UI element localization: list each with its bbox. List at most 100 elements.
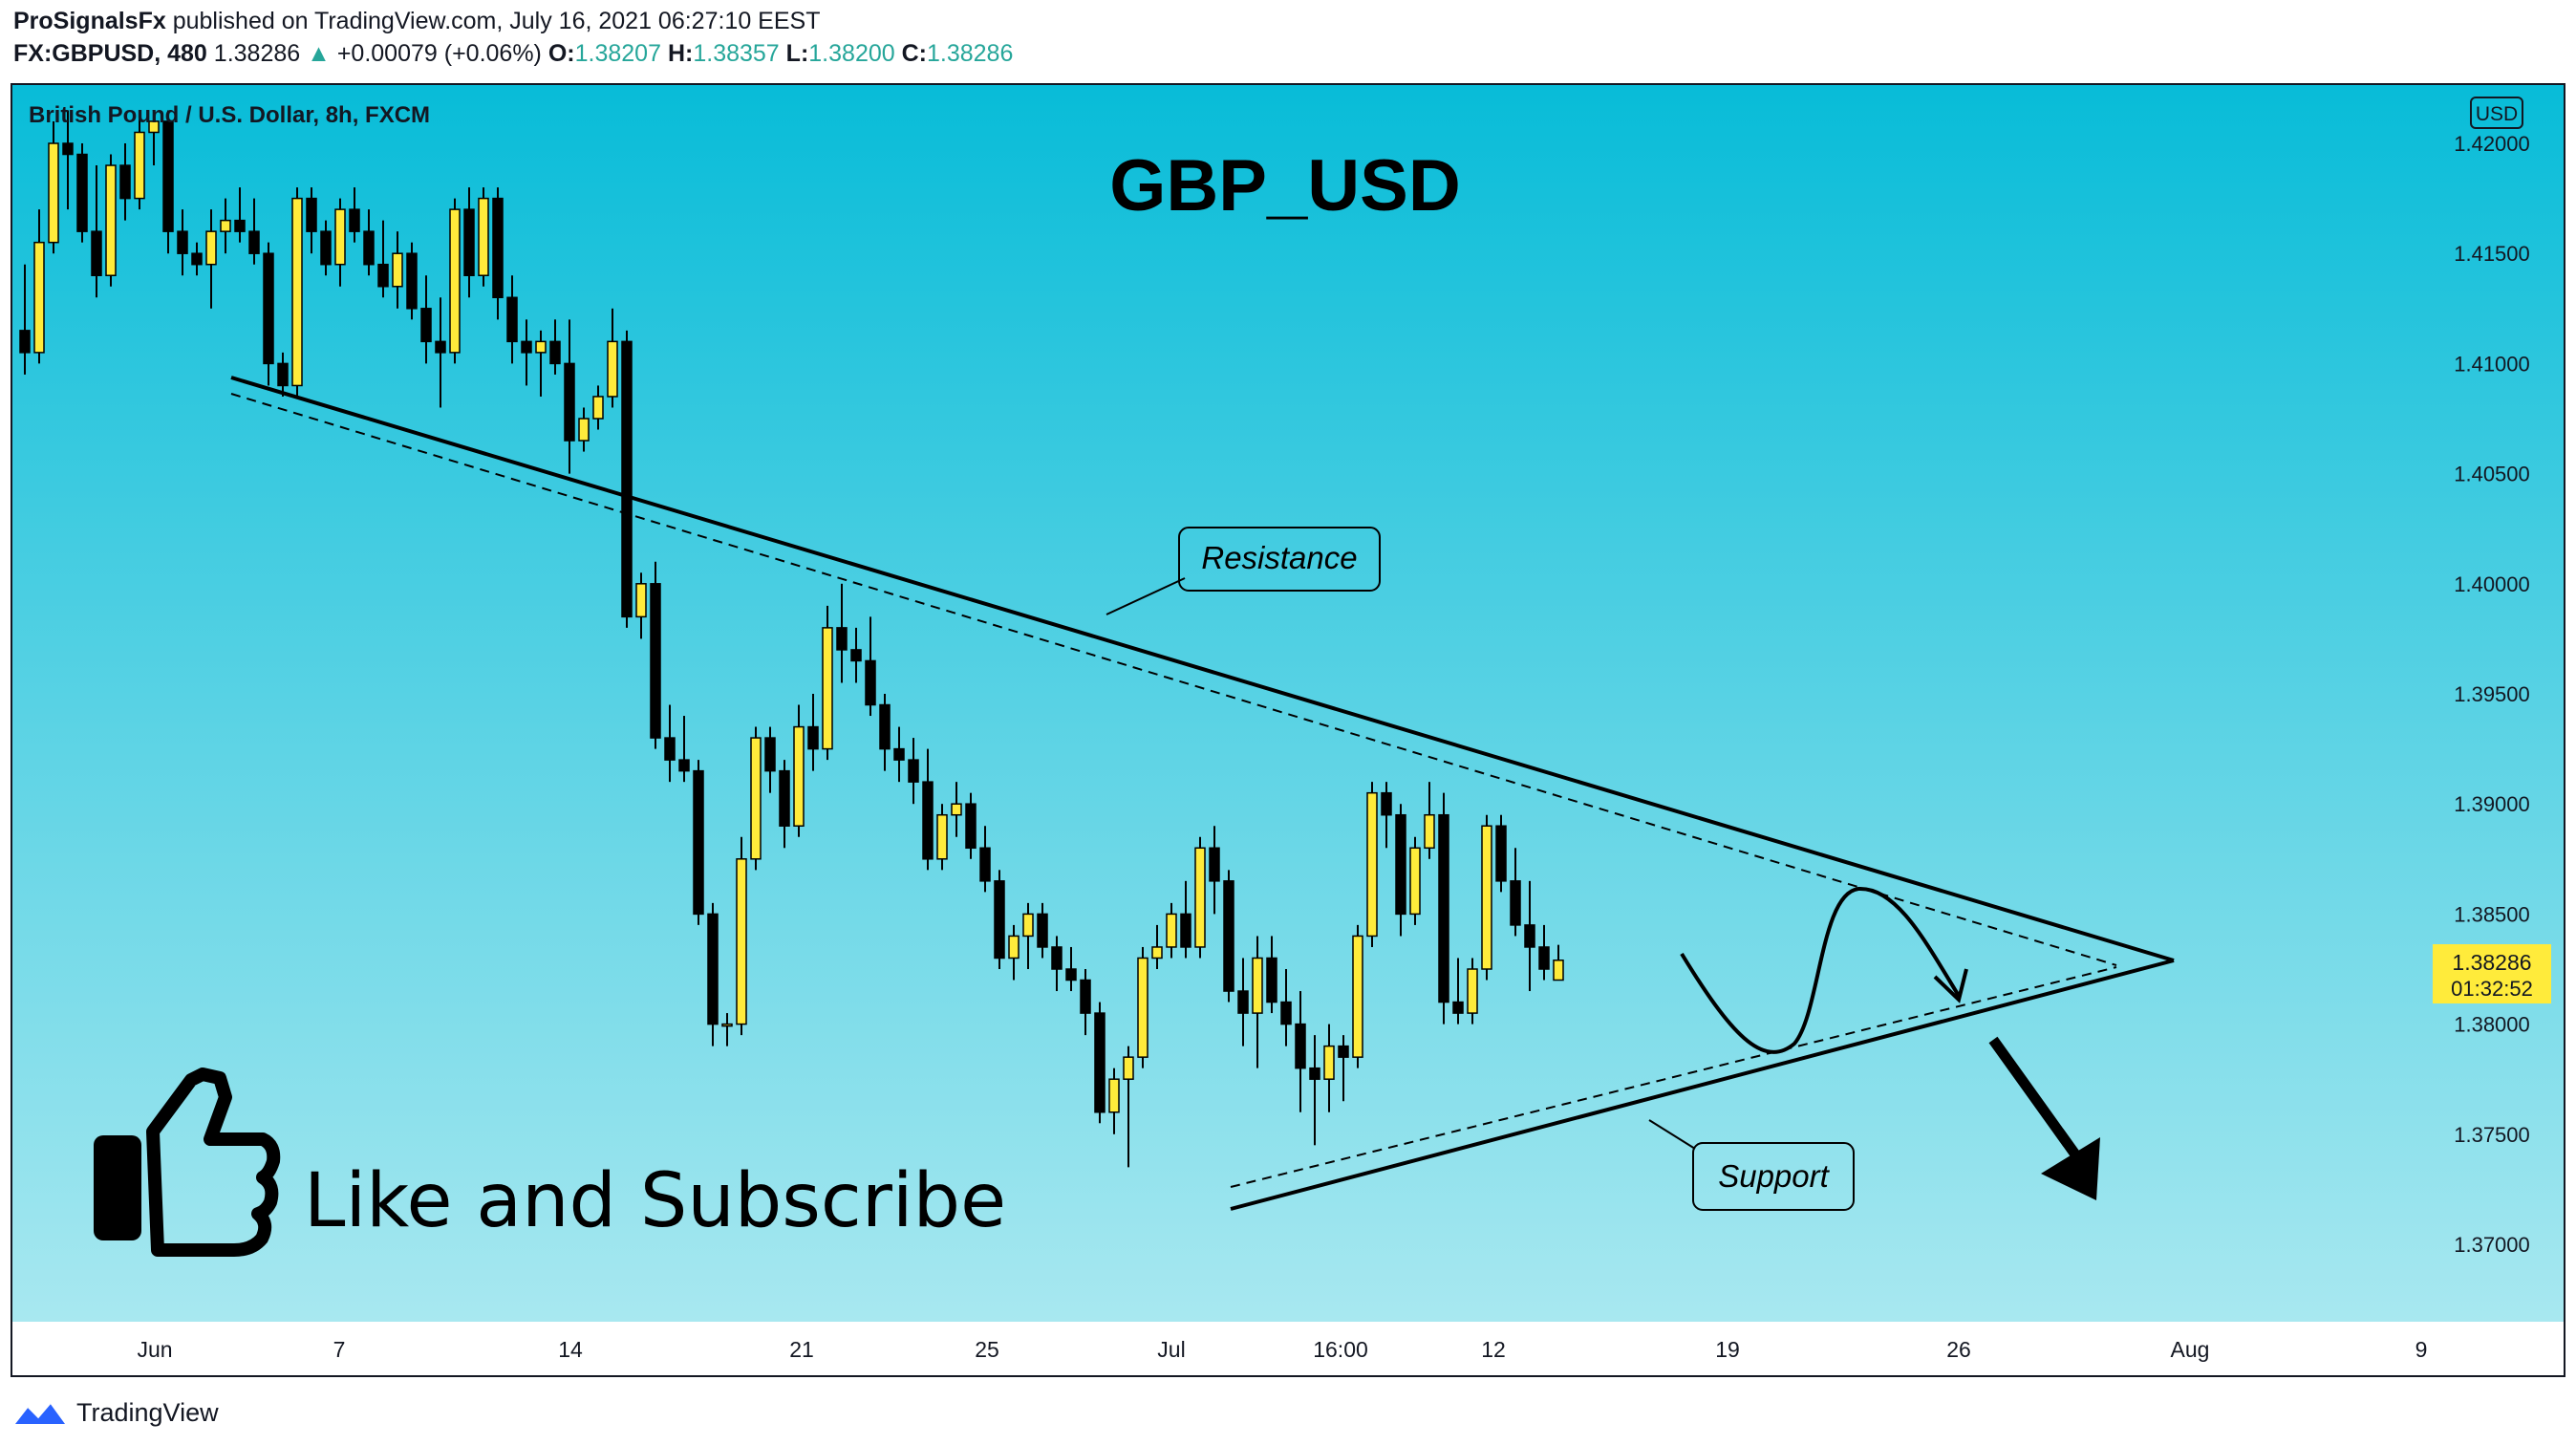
- time-tick-label: 9: [2415, 1337, 2428, 1362]
- candle: [76, 143, 88, 243]
- cta-text: Like and Subscribe: [304, 1158, 1006, 1244]
- candle-body-down: [1295, 1023, 1306, 1069]
- time-tick-label: 7: [333, 1337, 346, 1362]
- close-label: C:: [901, 40, 927, 67]
- candle-body-up: [449, 208, 461, 354]
- resistance-callout[interactable]: Resistance: [1106, 527, 1381, 615]
- candle: [334, 198, 346, 287]
- down-arrow-icon: [2041, 1137, 2100, 1200]
- candle: [951, 782, 962, 837]
- candle: [549, 319, 561, 375]
- candle-body-up: [105, 164, 117, 276]
- support-dashed-line[interactable]: [1230, 966, 2117, 1188]
- candle: [220, 198, 231, 254]
- candle-body-down: [979, 847, 991, 882]
- candle: [865, 616, 876, 717]
- candle-body-down: [621, 340, 633, 618]
- candle-body-down: [764, 737, 776, 772]
- price-tick-label: 1.37000: [2454, 1233, 2530, 1257]
- candle: [779, 760, 790, 849]
- candle-body-up: [134, 131, 145, 200]
- candle: [578, 407, 590, 452]
- candle-body-down: [1280, 1001, 1292, 1025]
- candle: [234, 187, 246, 243]
- candle: [564, 319, 575, 474]
- publish-info: ProSignalsFx published on TradingView.co…: [13, 8, 820, 35]
- support-callout[interactable]: Support: [1648, 1119, 1855, 1211]
- candle-body-up: [1481, 825, 1492, 970]
- candle-body-down: [306, 197, 317, 232]
- time-tick-label: 25: [975, 1337, 999, 1362]
- candle-body-down: [693, 769, 704, 916]
- candle: [1553, 944, 1564, 981]
- bar-countdown: 01:32:52: [2451, 977, 2533, 1001]
- candle: [1395, 804, 1406, 937]
- resistance-dashed-line[interactable]: [230, 393, 2117, 966]
- candle-body-down: [707, 913, 719, 1025]
- candle-body-up: [478, 197, 489, 276]
- candle: [1237, 958, 1249, 1046]
- candle: [807, 694, 819, 771]
- candle-body-down: [1266, 957, 1277, 1003]
- time-tick-label: Aug: [2171, 1337, 2210, 1362]
- time-axis-labels[interactable]: Jun 7 14 21 25 Jul 16:00 12 19 26 Aug 9: [137, 1337, 2427, 1362]
- open-label: O:: [547, 40, 575, 67]
- candle-body-down: [1209, 847, 1220, 882]
- candle: [1538, 924, 1550, 981]
- resistance-line[interactable]: [230, 376, 2175, 962]
- candle-body-down: [1452, 1001, 1464, 1014]
- candle: [1338, 1035, 1349, 1102]
- published-text: published on TradingView.com, July 16, 2…: [172, 8, 821, 34]
- author-name[interactable]: ProSignalsFx: [13, 8, 166, 34]
- series-legend[interactable]: British Pound / U.S. Dollar, 8h, FXCM: [29, 102, 430, 128]
- tradingview-logo-icon[interactable]: [13, 1397, 67, 1428]
- candle: [1295, 991, 1306, 1112]
- price-tick-label: 1.38500: [2454, 902, 2530, 926]
- candle: [635, 572, 647, 639]
- low-label: L:: [785, 40, 809, 67]
- candle: [750, 726, 762, 871]
- price-axis[interactable]: 1.42000 1.41500 1.41000 1.40500 1.40000 1.395…: [2454, 132, 2530, 1257]
- time-tick-label: 19: [1715, 1337, 1740, 1362]
- candle-body-up: [1366, 791, 1378, 938]
- candle: [764, 726, 776, 793]
- candle-body-down: [1538, 946, 1550, 970]
- candle-body-up: [1108, 1078, 1120, 1113]
- candle: [965, 792, 977, 859]
- support-line[interactable]: [1230, 959, 2175, 1211]
- candle-body-down: [492, 197, 504, 299]
- candle-body-down: [320, 230, 332, 266]
- candle: [908, 738, 919, 805]
- candle-body-up: [392, 252, 403, 288]
- candle: [1381, 782, 1392, 849]
- candle-body-up: [1467, 968, 1478, 1014]
- currency-badge[interactable]: [2470, 97, 2523, 129]
- tradingview-brand[interactable]: TradingView: [76, 1397, 219, 1427]
- price-tick-label: 1.42000: [2454, 132, 2530, 156]
- time-axis[interactable]: [12, 1323, 2564, 1375]
- price-tick-label: 1.40500: [2454, 463, 2530, 486]
- candle-body-down: [908, 759, 919, 783]
- candle: [19, 264, 31, 375]
- candle: [406, 242, 418, 320]
- price-tick-label: 1.38000: [2454, 1013, 2530, 1037]
- support-label: Support: [1718, 1158, 1830, 1194]
- chart-frame: [11, 83, 2565, 1377]
- candle: [363, 209, 375, 276]
- candle: [420, 275, 432, 364]
- candle: [277, 352, 289, 397]
- candle: [1223, 870, 1234, 1003]
- time-tick-label: 14: [558, 1337, 583, 1362]
- candle-body-down: [1080, 979, 1091, 1014]
- candle-body-down: [1051, 946, 1063, 970]
- candle: [1510, 848, 1521, 937]
- candle-body-down: [191, 252, 203, 266]
- candle: [922, 748, 934, 871]
- candle: [1524, 880, 1535, 992]
- time-tick-label: 16:00: [1313, 1337, 1368, 1362]
- candle-body-down: [177, 230, 188, 254]
- candle-body-down: [463, 208, 475, 276]
- candle: [678, 716, 690, 783]
- resistance-label: Resistance: [1201, 540, 1357, 575]
